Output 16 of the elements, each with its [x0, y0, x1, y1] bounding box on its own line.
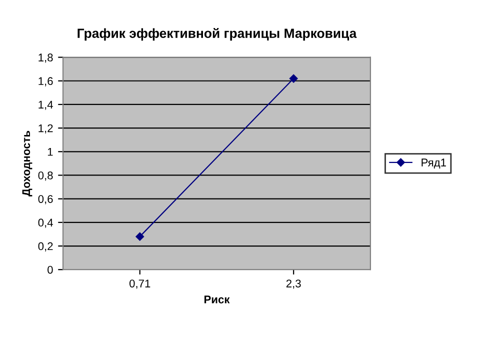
y-tick-label: 1,6: [38, 77, 53, 86]
y-tick-label: 0,2: [38, 242, 53, 252]
y-axis-title: Доходность: [22, 130, 32, 196]
chart-title: График эффективной границы Марковица: [78, 28, 357, 41]
y-tick-label: 0,4: [38, 218, 53, 228]
y-tick-label: 0,6: [38, 195, 53, 204]
y-tick-label: 1,2: [38, 124, 53, 134]
x-tick-label: 2,3: [286, 280, 301, 289]
y-tick-label: 1,8: [38, 54, 53, 63]
y-tick-label: 1,4: [38, 100, 53, 110]
y-tick-label: 0: [48, 266, 53, 274]
y-tick-label: 0,8: [38, 172, 53, 181]
x-axis-title: Риск: [204, 296, 230, 304]
x-tick-label: 0,71: [129, 280, 150, 289]
legend-label: Ряд1: [422, 158, 446, 169]
y-tick-label: 1: [48, 148, 53, 156]
